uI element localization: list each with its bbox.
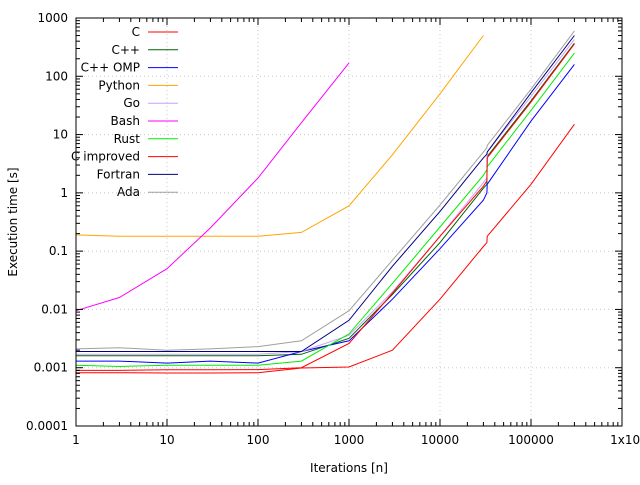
y-tick-label: 0.1 — [49, 244, 68, 258]
x-tick-label: 1000 — [334, 433, 365, 447]
y-tick-label: 0.001 — [34, 361, 68, 375]
legend-entry-label: Python — [98, 78, 140, 92]
grid — [76, 18, 622, 426]
series-lines — [75, 30, 575, 374]
x-tick-label: 10 — [159, 433, 174, 447]
series-line-6 — [75, 52, 575, 368]
x-tick-label: 100 — [247, 433, 270, 447]
series-line-2 — [76, 64, 575, 364]
series-line-8 — [76, 35, 575, 352]
legend-entry-label: Rust — [114, 132, 141, 146]
series-line-3 — [75, 35, 484, 237]
legend-entry-label: C improved — [71, 150, 140, 164]
y-tick-label: 0.01 — [41, 302, 68, 316]
y-tick-label: 1 — [60, 186, 68, 200]
legend-entry-label: C++ — [112, 43, 141, 57]
y-tick-label: 1000 — [37, 11, 68, 25]
x-tick-label: 10000 — [421, 433, 459, 447]
series-line-1 — [76, 42, 575, 357]
x-tick-label: 1x106 — [610, 431, 640, 447]
legend-entry-label: Go — [123, 96, 140, 110]
legend-entry-label: C — [132, 25, 140, 39]
x-axis-label: Iterations [n] — [310, 461, 388, 475]
y-tick-label: 0.0001 — [26, 419, 68, 433]
legend: C C++ C++ OMP Python Go Bash Rust C improved For… — [71, 25, 178, 199]
x-tick-label: 1 — [72, 433, 80, 447]
axis-ticks: 1 10 100 1000 10000 100000 1x106 0.0001 0.001 0.0… — [26, 11, 640, 447]
legend-entry-label: Bash — [111, 114, 140, 128]
legend-entry-label: Ada — [117, 185, 140, 199]
legend-entry-label: Fortran — [97, 167, 140, 181]
y-tick-label: 100 — [45, 69, 68, 83]
series-line-9 — [75, 30, 575, 351]
series-line-4 — [76, 39, 575, 355]
x-tick-label: 100000 — [508, 433, 554, 447]
y-tick-label: 10 — [53, 128, 68, 142]
y-axis-label: Execution time [s] — [6, 167, 20, 276]
series-line-0 — [76, 124, 575, 374]
series-line-5 — [75, 62, 350, 312]
legend-entry-label: C++ OMP — [81, 61, 140, 75]
series-line-7 — [76, 43, 575, 371]
